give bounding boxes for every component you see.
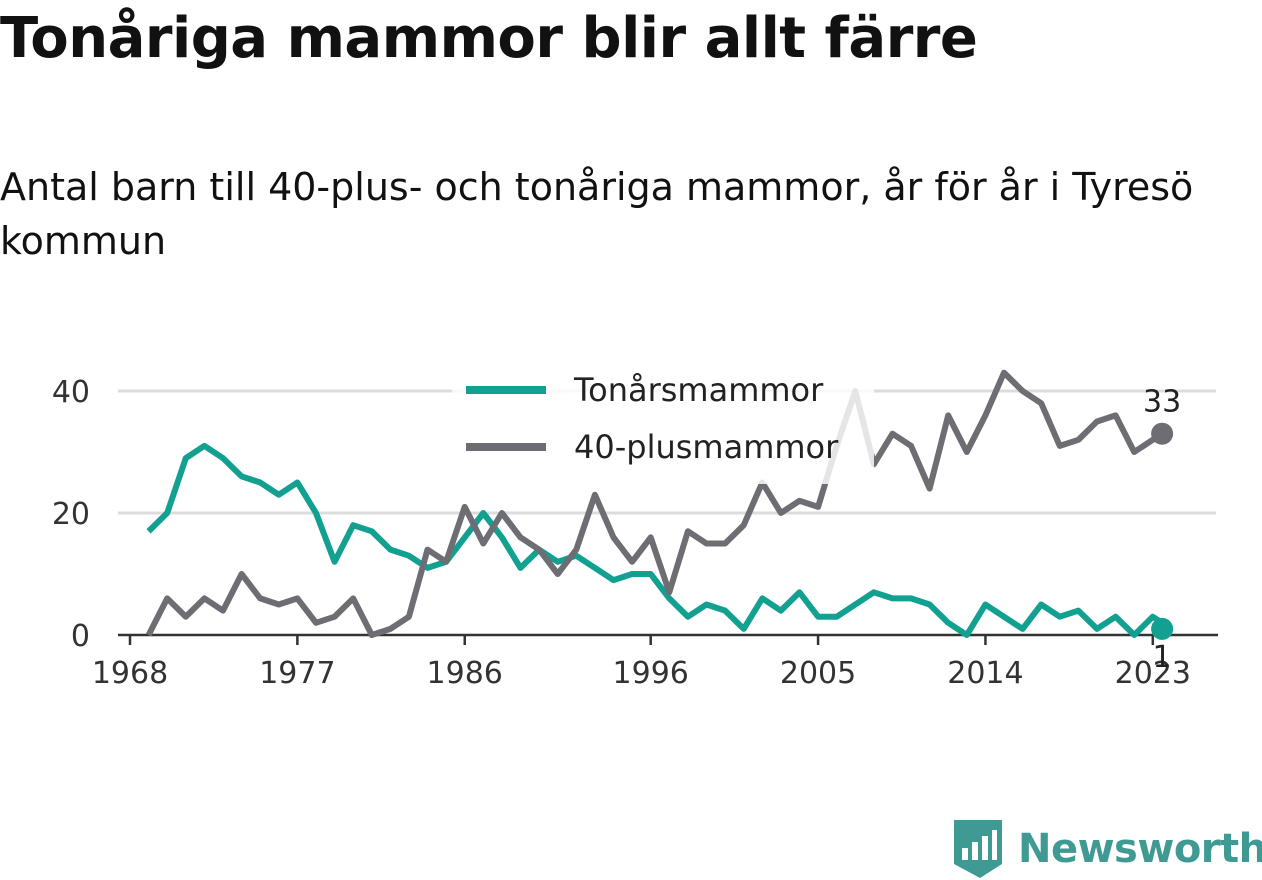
end-labels: 1 33 — [1143, 385, 1181, 675]
x-tick-label-1986: 1986 — [427, 656, 503, 691]
x-tick-label-2014: 2014 — [947, 656, 1023, 691]
legend: Tonårsmammor 40-plusmammor — [452, 371, 874, 484]
legend-label-2: 40-plusmammor — [574, 428, 839, 466]
y-tick-label-0: 0 — [71, 619, 90, 654]
brand-name: Newsworthy — [1018, 826, 1262, 872]
series-line-1 — [146, 442, 1174, 638]
x-tick-label-1996: 1996 — [613, 656, 689, 691]
chart-title: Tonåriga mammor blir allt färre — [0, 6, 978, 71]
series-line-2 — [145, 369, 1173, 638]
end-marker-1 — [1151, 617, 1174, 640]
newsworthy-brand: Newsworthy — [952, 818, 1262, 880]
axes: 0 20 40 1968 1977 1986 1996 2005 2014 2023 — [52, 375, 1218, 691]
series-lines — [145, 369, 1174, 638]
end-label-1: 1 — [1153, 640, 1172, 675]
y-tick-label-20: 20 — [52, 497, 90, 532]
x-tick-label-1977: 1977 — [259, 656, 335, 691]
y-tick-label-40: 40 — [52, 375, 90, 410]
x-tick-label-2005: 2005 — [780, 656, 856, 691]
end-label-2: 33 — [1143, 385, 1181, 420]
legend-label-1: Tonårsmammor — [573, 371, 824, 409]
x-tick-label-2023: 2023 — [1115, 656, 1191, 691]
newsworthy-logo-icon — [954, 820, 1002, 878]
end-marker-2 — [1151, 422, 1174, 445]
x-tick-label-1968: 1968 — [92, 656, 168, 691]
chart-subtitle: Antal barn till 40-plus- och tonåriga ma… — [0, 165, 1194, 263]
